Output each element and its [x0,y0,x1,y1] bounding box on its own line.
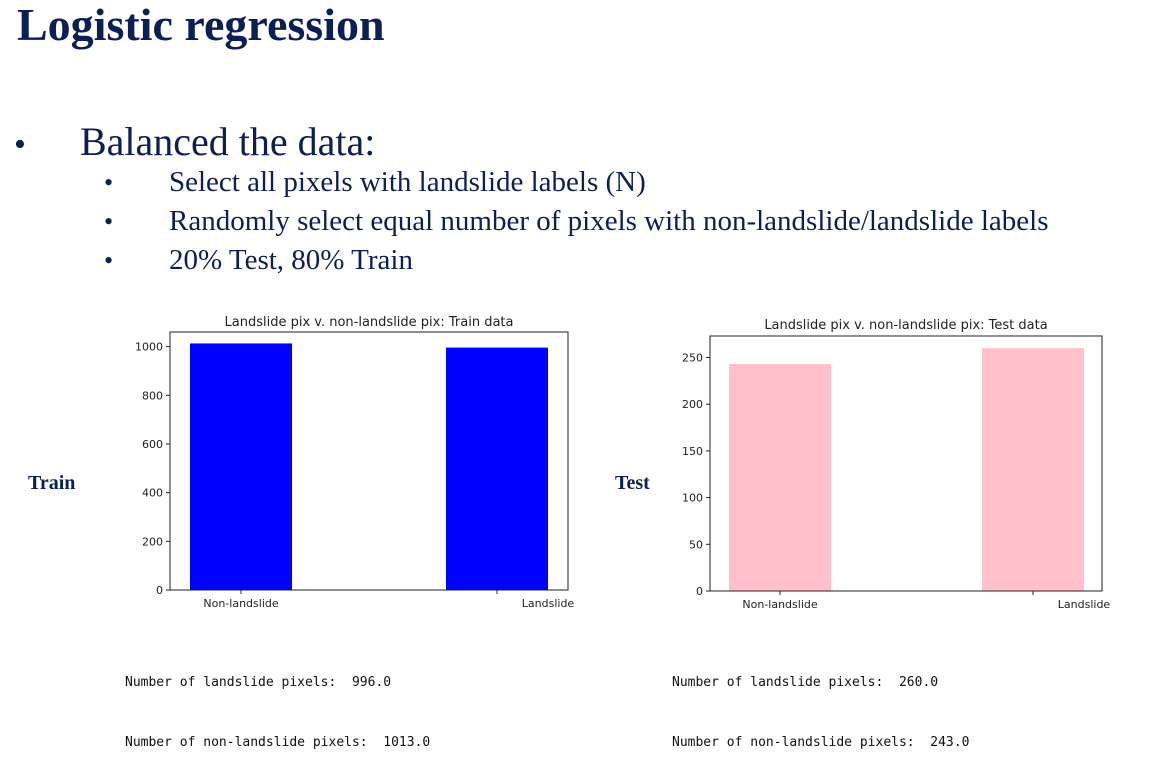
test-bar-chart: Landslide pix v. non-landslide pix: Test… [682,318,1111,611]
y-tick-label: 600 [142,438,163,451]
y-tick-label: 150 [682,445,703,458]
test-nonlandslide-count: Number of non-landslide pixels: 243.0 [672,735,970,750]
y-tick-label: 50 [689,538,703,551]
train-label: Train [28,472,76,494]
train-landslide-count: Number of landslide pixels: 996.0 [125,675,392,690]
train-nonlandslide-count: Number of non-landslide pixels: 1013.0 [125,735,431,750]
train-readout: Number of landslide pixels: 996.0 Number… [125,633,430,773]
x-tick-label: Landslide [522,597,575,610]
y-tick-label: 250 [682,351,703,364]
sub-bullet-text: 20% Test, 80% Train [169,244,413,276]
test-readout: Number of landslide pixels: 260.0 Number… [672,633,969,773]
bar-landslide [446,347,548,590]
sub-bullet-text: Randomly select equal number of pixels w… [169,205,1049,237]
slide-title: Logistic regression [17,0,385,50]
y-tick-label: 200 [142,535,163,548]
bullet-dot: • [104,207,114,236]
chart-title: Landslide pix v. non-landslide pix: Test… [764,318,1047,333]
main-bullet-text: Balanced the data: [80,119,376,164]
y-tick-label: 800 [142,389,163,402]
bar-non-landslide [729,364,831,591]
y-tick-label: 400 [142,487,163,500]
y-tick-label: 100 [682,492,703,505]
y-tick-label: 200 [682,398,703,411]
bar-non-landslide [190,343,292,590]
x-tick-label: Landslide [1058,598,1111,611]
bullet-dot: • [104,168,114,197]
bar-landslide [982,348,1084,591]
y-tick-label: 0 [696,585,703,598]
y-tick-label: 1000 [135,341,163,354]
train-bar-chart: Landslide pix v. non-landslide pix: Trai… [135,315,575,610]
sub-bullet: • 20% Test, 80% Train [104,244,1162,283]
main-bullet: • Balanced the data: [14,118,1154,165]
bullet-dot: • [14,126,26,163]
sub-bullet: • Randomly select equal number of pixels… [104,205,1162,244]
sub-bullet-list: • Select all pixels with landslide label… [104,166,1162,283]
test-label: Test [615,472,650,494]
plot-frame [709,335,1103,592]
y-tick-label: 0 [156,584,163,597]
chart-title: Landslide pix v. non-landslide pix: Trai… [225,315,514,330]
x-tick-label: Non-landslide [742,598,817,611]
x-tick-label: Non-landslide [203,597,278,610]
bullet-dot: • [104,246,114,275]
sub-bullet-text: Select all pixels with landslide labels … [169,166,646,198]
plot-frame [169,331,569,591]
test-landslide-count: Number of landslide pixels: 260.0 [672,675,939,690]
sub-bullet: • Select all pixels with landslide label… [104,166,1162,205]
